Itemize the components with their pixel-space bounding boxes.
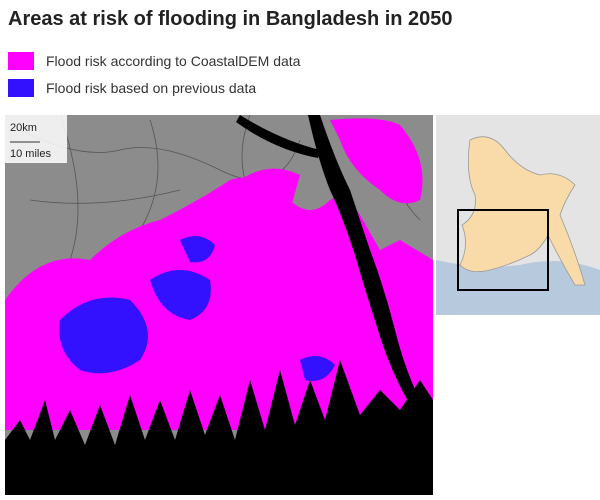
river bbox=[308, 115, 420, 405]
legend-label: Flood risk based on previous data bbox=[46, 80, 257, 96]
scale-km: 20km bbox=[10, 122, 37, 134]
risk-area bbox=[300, 356, 335, 381]
risk-area bbox=[59, 297, 148, 374]
legend-swatch bbox=[8, 52, 34, 70]
sea bbox=[5, 360, 433, 495]
legend-label: Flood risk according to CoastalDEM data bbox=[46, 53, 301, 69]
legend-swatch bbox=[8, 79, 34, 97]
title: Areas at risk of flooding in Bangladesh … bbox=[8, 8, 453, 30]
inset-focus-box bbox=[457, 209, 549, 291]
risk-area bbox=[180, 236, 215, 263]
inset-map bbox=[436, 115, 600, 315]
risk-area bbox=[330, 118, 423, 204]
legend-item: Flood risk based on previous data bbox=[8, 79, 256, 97]
risk-area bbox=[150, 270, 211, 320]
risk-area bbox=[240, 168, 300, 212]
legend-item: Flood risk according to CoastalDEM data bbox=[8, 52, 300, 70]
main-map: 20km 10 miles bbox=[5, 115, 433, 495]
scale-box bbox=[5, 115, 67, 163]
scale-miles: 10 miles bbox=[10, 148, 51, 160]
inset-sea bbox=[436, 260, 600, 315]
river bbox=[236, 115, 320, 158]
